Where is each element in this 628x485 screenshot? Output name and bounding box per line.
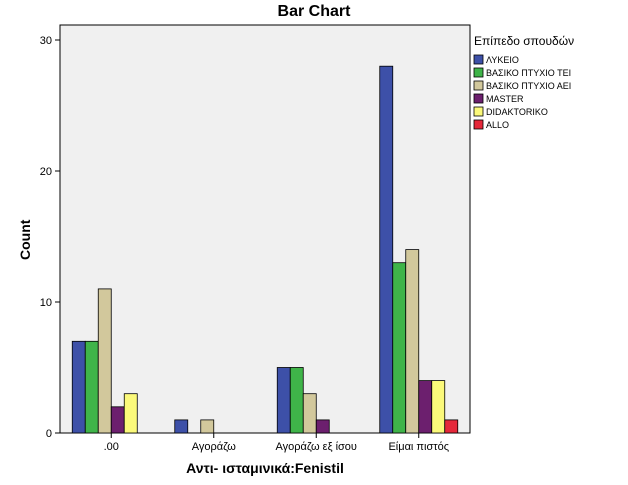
bar <box>444 419 459 434</box>
bar <box>123 393 138 434</box>
y-tick-label: 10 <box>40 297 52 309</box>
bar <box>315 419 330 434</box>
legend-label: ΛΥΚΕΙΟ <box>486 55 519 65</box>
bar <box>84 340 99 434</box>
bar <box>110 406 125 434</box>
chart-title: Bar Chart <box>277 3 351 20</box>
bar <box>405 249 420 434</box>
bar <box>276 367 291 434</box>
x-tick-label: Είμαι πιστός <box>388 441 449 453</box>
y-tick-label: 0 <box>46 428 52 440</box>
x-tick-label: Αγοράζω <box>192 441 236 453</box>
y-tick-label: 20 <box>40 166 52 178</box>
legend-label: ALLO <box>486 120 509 130</box>
legend-label: ΒΑΣΙΚΟ ΠΤΥΧΙΟ ΑΕΙ <box>486 81 571 91</box>
bar <box>200 419 215 434</box>
legend-swatch <box>473 93 484 104</box>
x-tick-label: Αγοράζω εξ ίσου <box>276 441 357 453</box>
x-axis-label: Αντι- ισταμινικά:Fenistil <box>186 460 344 476</box>
bar <box>392 262 407 434</box>
legend-title: Επίπεδο σπουδών <box>474 34 574 48</box>
bar <box>418 380 433 434</box>
legend-swatch <box>473 67 484 78</box>
legend-label: DIDAKTORIKO <box>486 107 548 117</box>
bar <box>289 367 304 434</box>
bar <box>71 340 86 434</box>
bar <box>302 393 317 434</box>
x-tick-label: .00 <box>104 441 119 453</box>
y-tick-label: 30 <box>40 35 52 47</box>
bar <box>379 65 394 434</box>
legend-label: MASTER <box>486 94 524 104</box>
legend-swatch <box>473 119 484 130</box>
bar <box>174 419 189 434</box>
legend-label: ΒΑΣΙΚΟ ΠΤΥΧΙΟ ΤΕΙ <box>486 68 571 78</box>
legend-swatch <box>473 80 484 91</box>
legend-swatch <box>473 106 484 117</box>
bar <box>431 380 446 434</box>
legend-swatch <box>473 54 484 65</box>
bar <box>97 288 112 434</box>
